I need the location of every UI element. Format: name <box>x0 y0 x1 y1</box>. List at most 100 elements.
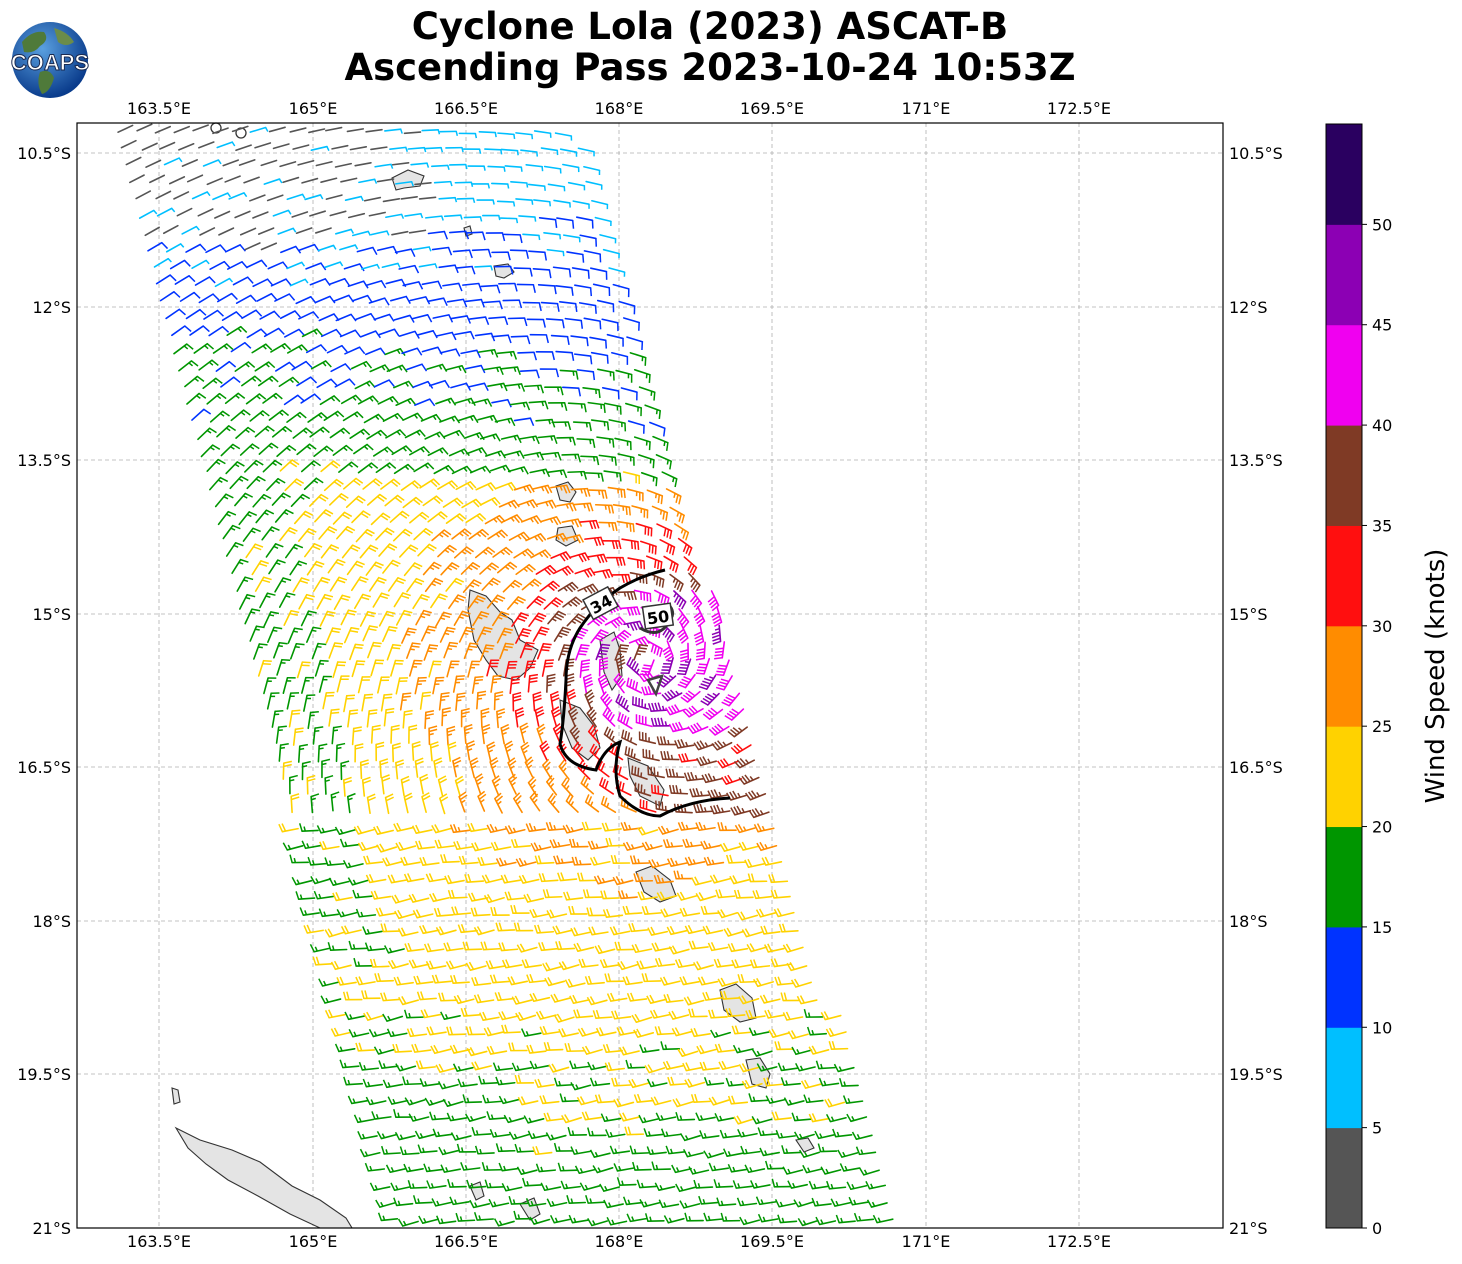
wind-barb <box>351 726 362 746</box>
wind-barb <box>331 144 349 150</box>
wind-barb <box>249 194 266 202</box>
wind-barb <box>301 676 315 694</box>
wind-barb <box>249 126 269 133</box>
wind-barb <box>457 923 478 934</box>
wind-barb <box>610 854 631 864</box>
wind-barb <box>209 476 229 491</box>
wind-barb <box>193 342 215 354</box>
wind-barb <box>602 908 624 918</box>
wind-barb <box>566 688 577 710</box>
colorbar: 0 5 10 15 20 25 30 35 40 45 50 <box>1325 123 1392 1238</box>
wind-barb <box>323 410 345 421</box>
wind-barb <box>409 659 423 677</box>
wind-barb <box>262 392 283 404</box>
wind-barb <box>640 472 658 487</box>
wind-barb <box>275 725 287 744</box>
wind-barb <box>820 1011 842 1021</box>
wind-barb <box>425 215 444 221</box>
wind-barb <box>179 291 201 302</box>
wind-barb <box>677 658 692 676</box>
wind-barb <box>220 443 241 457</box>
wind-barb <box>181 159 198 167</box>
wind-barb <box>641 841 663 851</box>
wind-barb <box>254 361 276 372</box>
lon-tick-label-top: 172.5°E <box>1047 99 1111 118</box>
wind-barb <box>711 606 723 628</box>
wind-barb <box>602 707 616 727</box>
wind-barb <box>606 333 624 347</box>
wind-barb <box>330 1027 352 1037</box>
wind-barb <box>329 210 347 217</box>
wind-barb <box>249 625 265 642</box>
wind-barb <box>600 795 617 813</box>
wind-barb <box>542 962 564 972</box>
colorbar-segment <box>1326 525 1362 627</box>
wind-barb <box>615 369 633 383</box>
wind-barb <box>345 495 366 508</box>
wind-barb <box>564 978 586 988</box>
wind-barb <box>628 923 649 933</box>
wind-barb <box>452 249 473 259</box>
wind-barb <box>416 330 438 339</box>
wind-barb <box>688 572 701 593</box>
wind-barb <box>361 990 381 1000</box>
wind-barb <box>455 265 476 275</box>
wind-barb <box>546 673 556 693</box>
wind-barb <box>234 361 256 372</box>
wind-barb <box>448 163 468 170</box>
wind-barb <box>449 823 471 834</box>
wind-barb <box>463 216 483 222</box>
wind-barb <box>259 592 276 609</box>
wind-barb <box>408 893 430 903</box>
wind-barb <box>476 199 495 205</box>
wind-barb <box>439 130 459 137</box>
wind-barb <box>725 854 746 864</box>
wind-barb <box>335 313 357 322</box>
wind-barb <box>129 174 145 184</box>
wind-barb <box>509 675 521 695</box>
wind-barb <box>357 676 371 694</box>
wind-barb <box>332 892 353 902</box>
wind-barb <box>365 561 384 576</box>
wind-barb <box>389 510 410 523</box>
wind-barb <box>458 132 478 139</box>
wind-barb <box>582 387 601 399</box>
wind-barb <box>283 394 305 406</box>
wind-barb <box>349 428 371 439</box>
wind-barb <box>467 595 486 610</box>
wind-barb <box>634 782 652 797</box>
wind-barb <box>620 821 641 831</box>
wind-barb <box>515 1011 537 1022</box>
wind-barb <box>522 301 542 312</box>
wind-barb <box>575 644 590 661</box>
wind-barb <box>466 447 488 456</box>
wind-barb <box>310 793 320 814</box>
wind-barb <box>725 1008 746 1018</box>
wind-barb <box>526 318 546 328</box>
wind-barb <box>525 533 547 543</box>
wind-barb <box>631 765 648 780</box>
wind-barb <box>568 905 588 915</box>
wind-barb <box>641 973 662 983</box>
wind-barb <box>465 961 487 972</box>
wind-barb <box>499 217 519 224</box>
wind-barb <box>382 559 401 574</box>
wind-barb <box>234 492 254 507</box>
wind-barb <box>324 261 344 269</box>
wind-barb <box>272 209 292 217</box>
wind-barb <box>376 843 398 853</box>
wind-barb <box>541 659 554 677</box>
wind-barb <box>428 379 450 389</box>
lon-tick-label-bottom: 172.5°E <box>1047 1232 1111 1251</box>
wind-barb <box>386 1028 408 1038</box>
wind-barb <box>655 454 672 470</box>
wind-barb <box>533 130 552 138</box>
wind-barb <box>593 875 615 885</box>
wind-barb <box>292 577 310 593</box>
wind-barb <box>305 344 327 354</box>
wind-barb <box>733 889 754 899</box>
wind-barb <box>243 176 260 184</box>
wind-barb <box>437 480 459 490</box>
island-outline <box>171 1087 181 1105</box>
wind-barb <box>417 543 437 557</box>
